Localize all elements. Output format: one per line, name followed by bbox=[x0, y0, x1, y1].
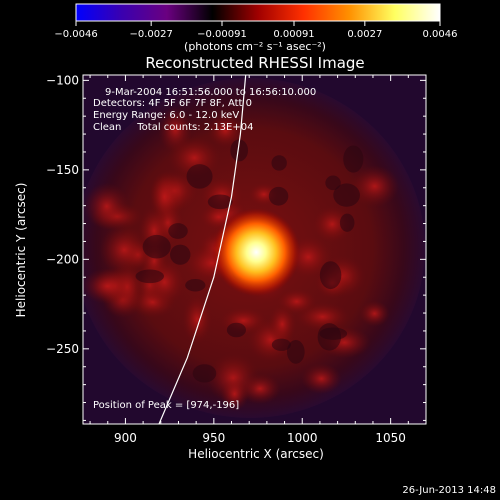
colorbar-tick-label: 0.00091 bbox=[273, 29, 314, 40]
emission-blob bbox=[207, 113, 244, 148]
y-tick-label: −200 bbox=[46, 252, 79, 266]
emission-blob bbox=[83, 182, 130, 230]
colorbar-tick-label: −0.00091 bbox=[197, 29, 247, 40]
x-tick-label: 1050 bbox=[375, 431, 406, 445]
emission-dark-patch bbox=[207, 194, 233, 210]
emission-blob bbox=[83, 268, 134, 304]
solar-limb-line bbox=[158, 75, 247, 424]
x-axis-label: Heliocentric X (arcsec) bbox=[188, 447, 324, 461]
emission-dark-patch bbox=[325, 175, 341, 191]
chart-title: Reconstructed RHESSI Image bbox=[145, 54, 364, 72]
emission-blob bbox=[350, 165, 400, 208]
emission-dark-patch bbox=[186, 164, 213, 189]
y-tick-label: −100 bbox=[46, 73, 79, 87]
annotation-clean-counts: Clean Total counts: 2.13E+04 bbox=[93, 122, 253, 133]
emission-dark-patch bbox=[168, 223, 188, 239]
emission-dark-patch bbox=[271, 338, 291, 351]
emission-blob bbox=[359, 300, 390, 327]
annotation-detectors: Detectors: 4F 5F 6F 7F 8F, Att 0 bbox=[93, 98, 252, 109]
emission-blob bbox=[99, 225, 150, 275]
annotation-peak-position: Position of Peak = [974,-196] bbox=[93, 400, 239, 411]
emission-dark-patch bbox=[271, 155, 287, 171]
x-tick-label: 1000 bbox=[287, 431, 318, 445]
x-tick-label: 900 bbox=[114, 431, 137, 445]
colorbar-tick-label: 0.0046 bbox=[423, 29, 458, 40]
emission-dark-patch bbox=[135, 269, 164, 284]
emission-dark-patch bbox=[230, 139, 249, 162]
x-axis-ticks: 900 950 1000 1050 bbox=[89, 75, 427, 445]
colorbar bbox=[75, 3, 441, 22]
colorbar-tick-label: 0.0027 bbox=[347, 29, 382, 40]
emission-dark-patch bbox=[319, 261, 342, 290]
emission-blob bbox=[312, 205, 353, 244]
emission-dark-patch bbox=[226, 322, 246, 338]
colorbar-ticks: −0.0046 −0.0027 −0.00091 0.00091 0.0027 0.004… bbox=[54, 21, 458, 40]
emission-dark-patch bbox=[142, 234, 171, 259]
annotation-time-range: 9-Mar-2004 16:51:56.000 to 16:56:10.000 bbox=[105, 87, 316, 98]
colorbar-unit-label: (photons cm⁻² s⁻¹ asec⁻²) bbox=[184, 40, 326, 53]
annotation-energy-range: Energy Range: 6.0 - 12.0 keV bbox=[93, 110, 239, 121]
y-axis-ticks: −100 −150 −200 −250 bbox=[46, 73, 426, 421]
emission-blobs bbox=[83, 106, 400, 411]
emission-dark-patch bbox=[185, 278, 206, 292]
emission-dark-patch bbox=[339, 213, 355, 232]
emission-blob bbox=[181, 294, 213, 345]
y-axis-label: Heliocentric Y (arcsec) bbox=[14, 183, 28, 318]
plot-frame bbox=[82, 74, 427, 425]
emission-dark-patch bbox=[333, 183, 360, 207]
image-layer bbox=[83, 75, 425, 424]
emission-blob bbox=[301, 363, 342, 394]
peak-source bbox=[212, 208, 301, 297]
colorbar-tick-label: −0.0027 bbox=[129, 29, 172, 40]
emission-blob bbox=[220, 376, 249, 411]
footer-date: 26-Jun-2013 14:48 bbox=[402, 485, 496, 496]
emission-dark-patch bbox=[286, 339, 305, 364]
colorbar-tick-label: −0.0046 bbox=[54, 29, 97, 40]
emission-dark-patch bbox=[170, 244, 191, 265]
emission-dark-patch bbox=[317, 323, 342, 351]
emission-dark-patch bbox=[343, 145, 364, 173]
emission-dark-patch bbox=[268, 186, 289, 206]
x-tick-label: 950 bbox=[202, 431, 225, 445]
emission-dark-patch bbox=[192, 364, 217, 383]
emission-blob bbox=[267, 303, 297, 345]
y-tick-label: −150 bbox=[46, 163, 79, 177]
y-tick-label: −250 bbox=[46, 342, 79, 356]
